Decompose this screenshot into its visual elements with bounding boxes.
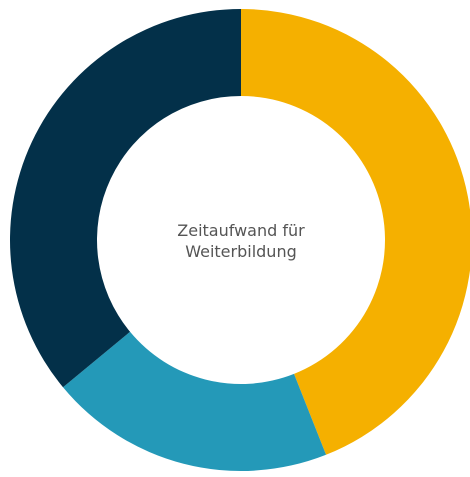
center-label: Zeitaufwand für Weiterbildung: [177, 221, 305, 261]
donut-segment: [10, 9, 241, 388]
donut-segment: [63, 331, 327, 472]
donut-segment: [241, 9, 470, 455]
